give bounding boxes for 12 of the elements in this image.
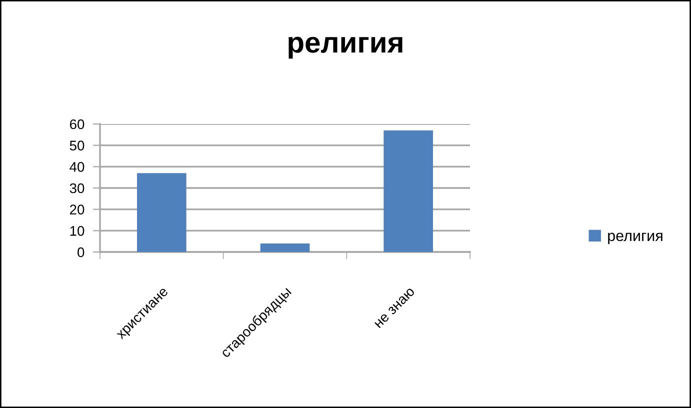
- bar: [260, 243, 310, 252]
- chart-title: религия: [288, 36, 402, 59]
- y-tick-label: 60: [70, 119, 84, 130]
- legend-label: религия: [608, 232, 662, 244]
- y-tick-label: 30: [70, 183, 84, 194]
- bar: [384, 130, 433, 252]
- y-tick-label: 0: [78, 247, 84, 258]
- y-tick-label: 20: [70, 204, 84, 215]
- y-tick-label: 50: [70, 140, 84, 151]
- y-tick-label: 10: [70, 226, 84, 236]
- bar: [137, 173, 186, 252]
- y-tick-label: 40: [70, 162, 84, 172]
